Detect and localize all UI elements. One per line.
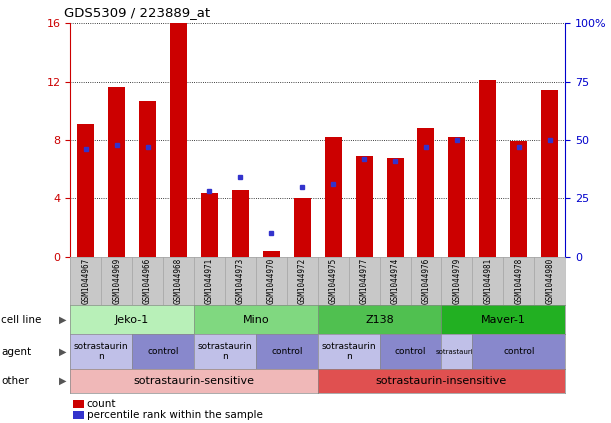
Bar	[77, 124, 94, 257]
Text: sotrastaurin
n: sotrastaurin n	[74, 342, 128, 361]
Bar	[139, 101, 156, 257]
Text: Mino: Mino	[243, 315, 269, 325]
Text: sotrastaurin: sotrastaurin	[436, 349, 478, 354]
Text: sotrastaurin-sensitive: sotrastaurin-sensitive	[133, 376, 255, 386]
Bar	[448, 137, 466, 257]
Text: ▶: ▶	[59, 315, 67, 325]
Text: sotrastaurin
n: sotrastaurin n	[197, 342, 252, 361]
Text: Jeko-1: Jeko-1	[115, 315, 149, 325]
Text: GSM1044977: GSM1044977	[360, 258, 368, 305]
Text: control: control	[271, 347, 302, 356]
Text: GSM1044971: GSM1044971	[205, 258, 214, 305]
Text: Maver-1: Maver-1	[481, 315, 525, 325]
Text: GSM1044975: GSM1044975	[329, 258, 338, 305]
Bar	[324, 137, 342, 257]
Text: GSM1044966: GSM1044966	[143, 258, 152, 305]
Text: GSM1044973: GSM1044973	[236, 258, 245, 305]
Text: GDS5309 / 223889_at: GDS5309 / 223889_at	[64, 6, 210, 19]
Text: sotrastaurin-insensitive: sotrastaurin-insensitive	[376, 376, 507, 386]
Text: GSM1044978: GSM1044978	[514, 258, 523, 305]
Text: sotrastaurin
n: sotrastaurin n	[321, 342, 376, 361]
Text: control: control	[147, 347, 179, 356]
Bar	[263, 251, 280, 257]
Text: Z138: Z138	[365, 315, 394, 325]
Text: agent: agent	[1, 346, 31, 357]
Bar	[480, 80, 496, 257]
Bar	[541, 91, 558, 257]
Text: GSM1044979: GSM1044979	[452, 258, 461, 305]
Bar	[417, 128, 434, 257]
Text: other: other	[1, 376, 29, 386]
Text: control: control	[395, 347, 426, 356]
Text: GSM1044974: GSM1044974	[390, 258, 400, 305]
Text: GSM1044969: GSM1044969	[112, 258, 121, 305]
Text: control: control	[503, 347, 535, 356]
Text: ▶: ▶	[59, 346, 67, 357]
Text: GSM1044976: GSM1044976	[422, 258, 431, 305]
Bar	[232, 190, 249, 257]
Bar	[108, 88, 125, 257]
Bar	[294, 198, 311, 257]
Text: ▶: ▶	[59, 376, 67, 386]
Text: percentile rank within the sample: percentile rank within the sample	[87, 410, 263, 420]
Text: GSM1044980: GSM1044980	[545, 258, 554, 305]
Bar	[170, 23, 187, 257]
Text: GSM1044967: GSM1044967	[81, 258, 90, 305]
Bar	[201, 192, 218, 257]
Text: count: count	[87, 399, 116, 409]
Text: cell line: cell line	[1, 315, 42, 325]
Text: GSM1044972: GSM1044972	[298, 258, 307, 305]
Text: GSM1044981: GSM1044981	[483, 258, 492, 305]
Bar	[510, 141, 527, 257]
Bar	[356, 156, 373, 257]
Bar	[387, 157, 403, 257]
Text: GSM1044968: GSM1044968	[174, 258, 183, 305]
Text: GSM1044970: GSM1044970	[267, 258, 276, 305]
